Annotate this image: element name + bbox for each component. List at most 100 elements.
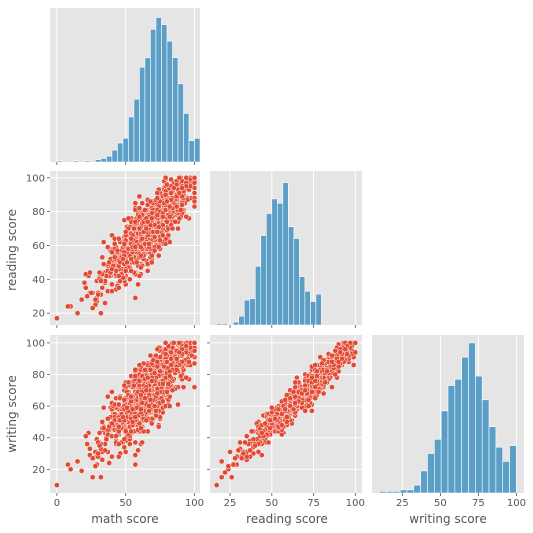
writing-hist-bar bbox=[509, 445, 517, 494]
math-reading-point bbox=[166, 203, 173, 210]
reading-writing-point bbox=[352, 340, 359, 346]
math-writing-point bbox=[126, 441, 133, 447]
math-x-tick-label: 100 bbox=[185, 498, 204, 509]
math-writing-point bbox=[121, 382, 128, 389]
math-reading-point bbox=[132, 200, 139, 207]
reading-writing-point bbox=[324, 368, 330, 375]
reading-writing-point bbox=[290, 406, 297, 413]
math-writing-point bbox=[147, 366, 154, 373]
math-reading-point bbox=[132, 218, 139, 225]
math-reading-point bbox=[144, 267, 151, 274]
writing-hist-bar bbox=[427, 453, 435, 494]
reading-writing-point bbox=[238, 455, 245, 462]
reading-writing-point bbox=[283, 392, 290, 398]
reading-writing-point bbox=[218, 458, 225, 465]
math-reading-point bbox=[168, 176, 174, 183]
reading-writing-point bbox=[255, 449, 262, 455]
math-writing-point bbox=[89, 455, 96, 462]
reading-writing-point bbox=[352, 349, 359, 356]
math-writing-point bbox=[151, 403, 158, 409]
math-reading-point bbox=[115, 284, 122, 291]
reading-y-tick-label: 80 bbox=[32, 207, 45, 218]
math-writing-point bbox=[168, 349, 174, 356]
math-writing-point bbox=[154, 346, 161, 353]
reading-writing-point bbox=[237, 439, 243, 446]
writing-hist-bar bbox=[413, 484, 421, 494]
math-reading-point bbox=[136, 225, 143, 232]
reading-writing-point bbox=[267, 417, 273, 424]
writing-hist-bar bbox=[399, 489, 408, 494]
math-writing-point bbox=[173, 355, 180, 362]
reading-writing-point bbox=[278, 422, 285, 428]
reading-hist-bar bbox=[260, 235, 267, 326]
reading-writing-point bbox=[230, 461, 237, 468]
math-reading-point bbox=[137, 252, 144, 259]
writing-hist-bar bbox=[406, 489, 415, 494]
reading-writing-point bbox=[228, 474, 235, 481]
math-reading-point bbox=[122, 229, 129, 235]
math-reading-point bbox=[99, 284, 106, 291]
reading-x-tick-label: 25 bbox=[224, 498, 237, 509]
math-writing-point bbox=[129, 419, 136, 425]
writing-hist-bar bbox=[440, 410, 449, 494]
reading-writing-point bbox=[314, 373, 320, 379]
math-writing-point bbox=[102, 447, 108, 454]
reading-writing-point bbox=[265, 439, 272, 446]
math-reading-point bbox=[115, 235, 122, 242]
reading-y-tick-label: 40 bbox=[32, 275, 45, 286]
math-writing-point bbox=[142, 395, 148, 402]
reading-writing-point bbox=[335, 363, 342, 370]
math-reading-point bbox=[154, 195, 161, 201]
math-writing-point bbox=[67, 466, 74, 473]
math-writing-point bbox=[153, 352, 159, 359]
math-reading-point bbox=[168, 190, 174, 196]
reading-writing-point bbox=[283, 414, 290, 421]
reading-writing-point bbox=[268, 404, 275, 411]
math-reading-point bbox=[102, 300, 108, 306]
math-writing-point bbox=[115, 428, 122, 435]
reading-writing-point bbox=[272, 415, 278, 422]
panel-reading-hist bbox=[210, 171, 362, 326]
reading-y-tick-label: 60 bbox=[32, 241, 45, 252]
reading-writing-point bbox=[283, 419, 290, 425]
math-reading-point bbox=[169, 225, 176, 232]
math-reading-point bbox=[143, 225, 150, 232]
reading-writing-point bbox=[235, 447, 242, 454]
math-reading-point bbox=[120, 256, 126, 262]
math-writing-point bbox=[146, 407, 152, 414]
math-reading-point bbox=[133, 259, 140, 266]
math-reading-point bbox=[136, 193, 143, 200]
writing-hist-bar bbox=[454, 378, 462, 494]
math-writing-point bbox=[98, 474, 104, 481]
math-writing-point bbox=[159, 381, 166, 387]
math-writing-point bbox=[132, 452, 139, 458]
math-writing-point bbox=[115, 441, 122, 447]
math-hist-bar bbox=[188, 140, 195, 163]
math-writing-point bbox=[168, 362, 174, 368]
math-reading-point bbox=[95, 291, 102, 298]
math-hist-bar bbox=[144, 57, 151, 163]
math-reading-point bbox=[109, 249, 115, 256]
reading-writing-point bbox=[250, 436, 257, 443]
math-writing-point bbox=[143, 387, 150, 394]
writing-y-tick-label: 40 bbox=[32, 433, 45, 444]
math-writing-point bbox=[191, 340, 198, 346]
math-writing-point bbox=[128, 398, 135, 405]
math-writing-point bbox=[191, 384, 198, 390]
reading-hist-bar bbox=[249, 298, 256, 326]
writing-y-tick-label: 60 bbox=[32, 402, 45, 413]
reading-writing-point bbox=[218, 474, 225, 481]
reading-writing-point bbox=[350, 362, 357, 368]
math-writing-point bbox=[154, 359, 161, 365]
writing-x-tick-label: 100 bbox=[507, 498, 526, 509]
math-reading-point bbox=[100, 239, 107, 245]
math-reading-point bbox=[96, 269, 103, 276]
math-writing-point bbox=[166, 403, 173, 409]
math-writing-point bbox=[122, 428, 129, 435]
reading-writing-point bbox=[309, 374, 315, 381]
reading-writing-point bbox=[275, 406, 282, 413]
reading-writing-point bbox=[335, 359, 342, 365]
math-writing-point bbox=[95, 450, 102, 457]
reading-writing-point bbox=[227, 449, 233, 455]
math-writing-point bbox=[96, 430, 103, 436]
